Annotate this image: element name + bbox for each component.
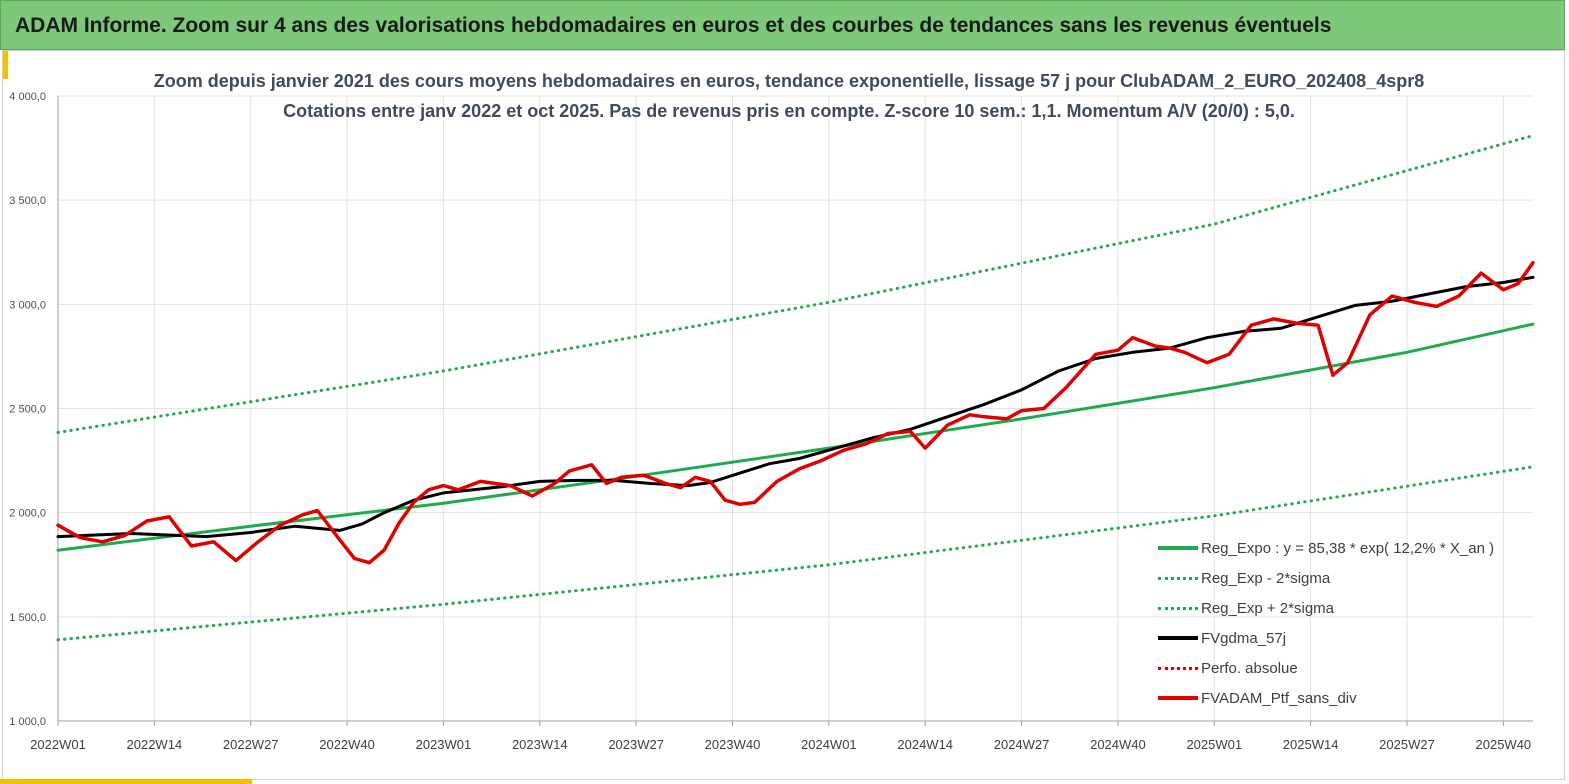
x-tick-label: 2025W01 xyxy=(1186,737,1242,752)
legend-swatch xyxy=(1158,636,1198,640)
legend-item: Reg_Exp - 2*sigma xyxy=(1158,563,1494,593)
series-line-2 xyxy=(56,134,1535,434)
legend-label: FVgdma_57j xyxy=(1201,629,1287,647)
legend-swatch xyxy=(1158,546,1198,550)
x-tick-label: 2023W01 xyxy=(416,737,472,752)
chart-subtitle: Cotations entre janv 2022 et oct 2025. P… xyxy=(283,101,1295,121)
report-title: ADAM Informe. Zoom sur 4 ans des valoris… xyxy=(15,14,1332,37)
legend-item: Perfo. absolue xyxy=(1158,653,1494,683)
legend-label: Reg_Exp - 2*sigma xyxy=(1201,569,1331,587)
x-tick-label: 2022W40 xyxy=(319,737,375,752)
chart-title: Zoom depuis janvier 2021 des cours moyen… xyxy=(153,71,1425,91)
chart-frame xyxy=(2,50,1565,780)
report-banner: ADAM Informe. Zoom sur 4 ans des valoris… xyxy=(0,0,1565,50)
x-tick-label: 2024W01 xyxy=(801,737,857,752)
y-tick-label: 3 500,0 xyxy=(9,195,46,207)
x-tick-label: 2024W40 xyxy=(1090,737,1146,752)
legend-item: FVgdma_57j xyxy=(1158,623,1494,653)
x-tick-label: 2025W27 xyxy=(1379,737,1435,752)
legend-item: Reg_Expo : y = 85,38 * exp( 12,2% * X_an… xyxy=(1158,533,1494,563)
legend-item: Reg_Exp + 2*sigma xyxy=(1158,593,1494,623)
x-tick-label: 2024W27 xyxy=(994,737,1050,752)
legend-item: FVADAM_Ptf_sans_div xyxy=(1158,683,1494,713)
x-tick-label: 2023W14 xyxy=(512,737,568,752)
legend-swatch xyxy=(1158,606,1198,610)
y-tick-label: 1 000,0 xyxy=(9,716,46,728)
y-tick-label: 3 000,0 xyxy=(9,299,46,311)
chart-legend: Reg_Expo : y = 85,38 * exp( 12,2% * X_an… xyxy=(1158,533,1494,713)
y-tick-label: 2 000,0 xyxy=(9,508,46,520)
legend-swatch xyxy=(1158,666,1198,670)
x-tick-label: 2022W01 xyxy=(30,737,86,752)
y-tick-label: 2 500,0 xyxy=(9,404,46,416)
y-tick-label: 4 000,0 xyxy=(9,91,46,103)
legend-label: Reg_Exp + 2*sigma xyxy=(1201,599,1334,617)
series-line-5 xyxy=(56,260,1535,565)
x-tick-label: 2022W27 xyxy=(223,737,279,752)
legend-label: FVADAM_Ptf_sans_div xyxy=(1201,689,1357,707)
accent-bar-bottom xyxy=(0,779,252,784)
x-tick-label: 2024W14 xyxy=(897,737,953,752)
x-tick-label: 2025W40 xyxy=(1476,737,1532,752)
x-tick-label: 2023W40 xyxy=(705,737,761,752)
x-tick-label: 2025W14 xyxy=(1283,737,1339,752)
legend-swatch xyxy=(1158,576,1198,580)
x-tick-label: 2022W14 xyxy=(127,737,183,752)
series-line-3 xyxy=(56,275,1535,539)
legend-swatch xyxy=(1158,696,1198,700)
series-line-1 xyxy=(56,465,1535,642)
x-tick-label: 2023W27 xyxy=(608,737,664,752)
y-tick-label: 1 500,0 xyxy=(9,612,46,624)
legend-label: Reg_Expo : y = 85,38 * exp( 12,2% * X_an… xyxy=(1201,539,1495,557)
accent-bar-top xyxy=(3,51,8,79)
legend-label: Perfo. absolue xyxy=(1201,659,1298,677)
series-line-0 xyxy=(56,322,1535,552)
